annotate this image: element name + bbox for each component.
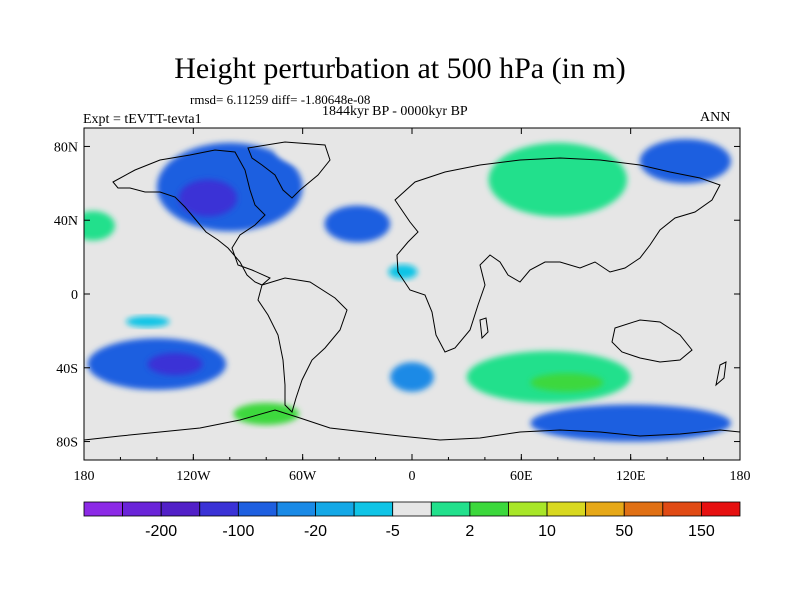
colorbar-swatch — [662, 501, 702, 517]
colorbar-swatch — [122, 501, 162, 517]
colorbar-swatch — [392, 501, 432, 517]
field-region-atlantic-negative — [324, 205, 391, 243]
field-region-south-atlantic-negative — [390, 362, 434, 392]
stats-line: rmsd= 6.11259 diff= -1.80648e-08 — [190, 92, 371, 107]
map-axes: 80N 40N 0 40S 80S 180 120W 60W 0 60E 120E 180 — [54, 128, 751, 484]
colorbar-swatch — [469, 501, 509, 517]
colorbar-swatch — [315, 501, 355, 517]
season-label: ANN — [700, 110, 731, 125]
colorbar-label: -5 — [386, 523, 400, 540]
colorbar-label: 50 — [615, 523, 633, 540]
x-tick-label: 120W — [176, 469, 211, 484]
y-tick-label: 80S — [56, 436, 78, 451]
colorbar-swatch — [430, 501, 471, 517]
coastline-north-america — [112, 149, 271, 286]
y-tick-label: 80N — [54, 140, 78, 155]
colorbar-swatch — [623, 501, 664, 517]
colorbar-label: 10 — [538, 523, 556, 540]
colorbar-label: -20 — [304, 523, 327, 540]
time-period: 1844kyr BP - 0000kyr BP — [322, 104, 468, 119]
field-region-north-america-core — [178, 179, 238, 217]
coastline-australia — [611, 319, 693, 363]
x-tick-label: 120E — [616, 469, 646, 484]
plot-title: Height perturbation at 500 hPa (in m) — [174, 52, 626, 85]
y-tick-label: 40S — [56, 362, 78, 377]
coastline-madagascar — [479, 317, 489, 340]
x-tick-label: 180 — [730, 469, 751, 484]
field-region-pacific-nw-negative — [639, 139, 731, 184]
experiment-label: Expt = tEVTT-tevta1 — [83, 112, 202, 127]
x-tick-label: 180 — [74, 469, 95, 484]
field-region-tropical-atlantic-positive — [388, 264, 418, 280]
colorbar-swatch — [353, 501, 394, 517]
colorbar-swatch — [701, 501, 741, 517]
colorbar-label: -200 — [145, 523, 177, 540]
y-tick-label: 0 — [71, 288, 78, 303]
colorbar-swatch — [585, 501, 625, 517]
colorbar-label: 2 — [465, 523, 474, 540]
colorbar-swatch — [160, 501, 201, 517]
x-tick-label: 60E — [510, 469, 533, 484]
colorbar-swatch — [276, 501, 316, 517]
field-region-tropical-east-pacific-positive — [125, 316, 170, 328]
colorbar-swatch — [546, 501, 587, 517]
x-tick-label: 60W — [289, 469, 317, 484]
colorbar-swatch — [83, 501, 123, 517]
field-region-north-pacific-ne-positive — [685, 187, 740, 254]
colorbar-label: 150 — [688, 523, 715, 540]
coastline-south-america — [257, 277, 348, 413]
coastlines — [84, 141, 740, 441]
coastline-greenland — [247, 141, 331, 199]
field-region-indian-ocean-core — [530, 373, 604, 392]
colorbar-swatch — [508, 501, 548, 517]
y-tick-label: 40N — [54, 214, 78, 229]
height-field — [84, 131, 740, 442]
colorbar-swatch — [199, 501, 239, 517]
field-region-south-pacific-core — [147, 353, 203, 376]
colorbar-swatch — [237, 501, 278, 517]
field-region-north-pacific-core — [84, 211, 115, 241]
colorbar-label: -100 — [222, 523, 254, 540]
coastline-eurasia-africa — [394, 157, 721, 353]
field-region-siberia-positive — [488, 142, 628, 217]
coastline-new-zealand — [715, 361, 727, 387]
coastline-antarctica — [84, 409, 740, 441]
field-region-south-indian-negative — [530, 404, 731, 442]
field-region-southern-ring-positive — [84, 395, 340, 433]
x-tick-label: 0 — [409, 469, 416, 484]
colorbar: -200 -100 -20 -5 2 10 50 150 — [83, 501, 741, 540]
field-region-drake-core — [233, 402, 300, 425]
field-region-greenland-positive — [275, 131, 385, 169]
